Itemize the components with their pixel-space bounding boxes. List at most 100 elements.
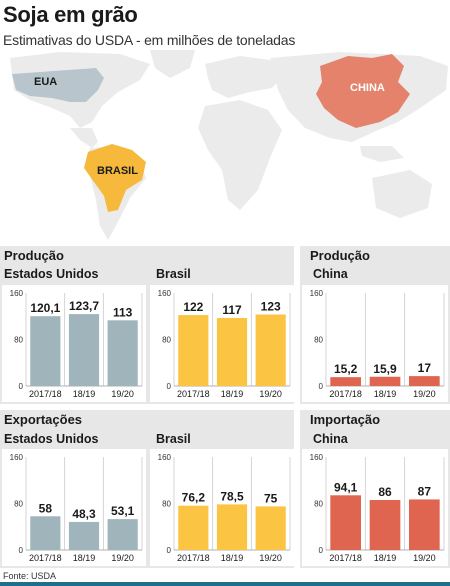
x-tick-label: 2017/18: [29, 389, 62, 399]
x-tick-label: 19/20: [413, 389, 436, 399]
data-label: 120,1: [30, 301, 60, 315]
data-label: 78,5: [220, 489, 244, 503]
x-tick-label: 19/20: [413, 553, 436, 563]
data-label: 122: [183, 300, 203, 314]
y-tick-label: 160: [158, 289, 172, 298]
bar: [30, 516, 61, 550]
x-tick-label: 2017/18: [29, 553, 62, 563]
bottom-rule: [0, 582, 450, 586]
world-map: EUA BRASIL CHINA: [10, 50, 448, 240]
x-tick-label: 19/20: [259, 389, 282, 399]
china-shape: [316, 54, 410, 128]
y-tick-label: 0: [319, 382, 324, 391]
country-label-cn-production: China: [313, 267, 348, 281]
chart-panel-imp-cn: 0 80 160 94,1 2017/18 86 18/19 87 19/20: [302, 449, 448, 566]
y-tick-label: 0: [319, 546, 324, 555]
chart-prod-br: 0 80 160 122 2017/18 117 18/19 123 19/20: [158, 289, 291, 399]
chart-prod-us: 0 80 160 120,1 2017/18 123,7 18/19 113 19/20: [10, 289, 143, 399]
bar: [330, 377, 362, 386]
land-australia: [372, 170, 432, 218]
bar: [408, 376, 440, 386]
x-tick-label: 18/19: [221, 389, 244, 399]
map-land: [10, 50, 448, 240]
bar: [68, 521, 100, 550]
y-tick-label: 80: [162, 500, 171, 509]
data-label: 75: [264, 491, 278, 505]
bar: [369, 500, 401, 550]
page-title: Soja em grão: [3, 2, 138, 27]
y-tick-label: 160: [310, 289, 324, 298]
data-label: 117: [222, 303, 242, 317]
country-label-us-exports: Estados Unidos: [4, 432, 99, 446]
chart-panel-prod-br: 0 80 160 122 2017/18 117 18/19 123 19/20: [150, 285, 294, 402]
bar: [330, 495, 362, 550]
chart-prod-cn: 0 80 160 15,2 2017/18 15,9 18/19 17 19/20: [310, 289, 445, 399]
x-tick-label: 18/19: [73, 389, 96, 399]
y-tick-label: 80: [314, 500, 323, 509]
chart-panel-exp-us: 0 80 160 58 2017/18 48,3 18/19 53,1 19/20: [2, 449, 146, 566]
data-label: 123,7: [69, 299, 99, 313]
x-tick-label: 2017/18: [177, 389, 210, 399]
y-tick-label: 0: [167, 382, 172, 391]
bar: [178, 505, 209, 550]
bar: [216, 504, 248, 550]
chart-exp-us: 0 80 160 58 2017/18 48,3 18/19 53,1 19/20: [10, 453, 143, 563]
country-label-br-production: Brasil: [156, 267, 191, 281]
usa-shape: [12, 68, 104, 102]
x-tick-label: 18/19: [374, 553, 397, 563]
data-label: 15,9: [373, 362, 397, 376]
data-label: 15,2: [334, 362, 358, 376]
x-tick-label: 2017/18: [329, 553, 362, 563]
y-tick-label: 0: [19, 382, 24, 391]
brazil-shape: [84, 144, 146, 212]
land-africa: [198, 100, 282, 210]
x-tick-label: 18/19: [73, 553, 96, 563]
data-label: 17: [418, 361, 432, 375]
page-subtitle: Estimativas do USDA - em milhões de tone…: [3, 32, 296, 48]
y-tick-label: 160: [158, 453, 172, 462]
bar: [255, 506, 286, 550]
y-tick-label: 80: [314, 336, 323, 345]
y-tick-label: 160: [10, 289, 24, 298]
x-tick-label: 19/20: [111, 389, 134, 399]
data-label: 123: [261, 300, 281, 314]
bar: [30, 316, 61, 386]
x-tick-label: 19/20: [259, 553, 282, 563]
y-tick-label: 0: [19, 546, 24, 555]
data-label: 87: [418, 484, 432, 498]
bar: [369, 376, 401, 386]
section-title-production-china: Produção: [310, 248, 370, 263]
x-tick-label: 19/20: [111, 553, 134, 563]
data-label: 113: [113, 305, 133, 319]
section-title-imports: Importação: [310, 412, 381, 427]
data-label: 76,2: [182, 491, 206, 505]
section-title-production: Produção: [4, 248, 64, 263]
chart-panel-prod-us: 0 80 160 120,1 2017/18 123,7 18/19 113 19/20: [2, 285, 146, 402]
country-label-us-production: Estados Unidos: [4, 267, 99, 281]
land-sea-islands: [360, 146, 404, 162]
bar: [178, 315, 209, 386]
bar: [216, 317, 248, 386]
x-tick-label: 2017/18: [177, 553, 210, 563]
land-greenland: [150, 50, 195, 78]
country-label-cn-imports: China: [313, 432, 348, 446]
bar: [408, 499, 440, 550]
x-tick-label: 18/19: [221, 553, 244, 563]
map-label-brazil: BRASIL: [97, 165, 138, 177]
y-tick-label: 80: [14, 336, 23, 345]
section-title-exports: Exportações: [4, 412, 83, 427]
y-tick-label: 80: [14, 500, 23, 509]
data-label: 94,1: [334, 480, 358, 494]
bar: [68, 314, 100, 386]
bar: [107, 320, 138, 386]
y-tick-label: 0: [167, 546, 172, 555]
map-label-usa: EUA: [34, 76, 57, 88]
land-central-america: [70, 128, 98, 148]
data-label: 48,3: [72, 507, 96, 521]
y-tick-label: 160: [10, 453, 24, 462]
chart-panel-prod-cn: 0 80 160 15,2 2017/18 15,9 18/19 17 19/20: [302, 285, 448, 402]
land-europe: [205, 56, 285, 98]
data-label: 86: [378, 485, 392, 499]
x-tick-label: 2017/18: [329, 389, 362, 399]
y-tick-label: 80: [162, 336, 171, 345]
